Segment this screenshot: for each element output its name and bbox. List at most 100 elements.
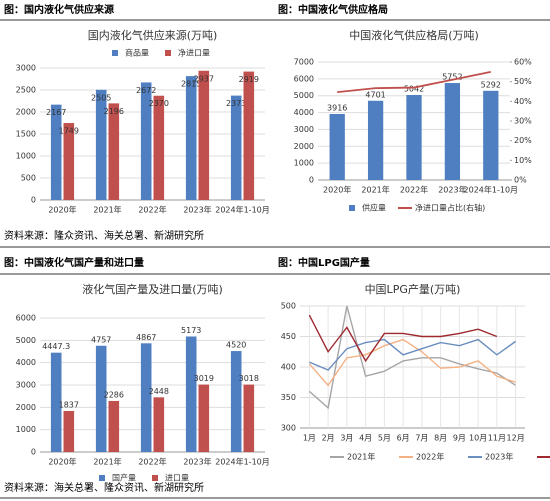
y-tick-label: 4000 — [16, 358, 36, 367]
y-tick-label: 6000 — [294, 74, 314, 83]
x-tick-label: 6月 — [397, 434, 410, 443]
bar — [140, 343, 152, 452]
legend-swatch — [165, 50, 171, 56]
caption: 图：中国液化气供应格局 — [278, 3, 388, 16]
value-label: 2505 — [91, 93, 111, 102]
x-tick-label: 2020年 — [48, 457, 76, 467]
value-label: 2167 — [46, 108, 66, 117]
legend-swatch — [112, 50, 118, 56]
x-tick-label: 2022年 — [138, 205, 166, 215]
y2-tick-label: 20% — [514, 136, 532, 145]
source: 资料来源：海关总署、隆众资讯、新湖研究所 — [4, 481, 204, 494]
y-tick-label: 1000 — [16, 152, 36, 161]
legend-swatch — [152, 475, 158, 481]
bar — [95, 345, 107, 452]
x-tick-label: 2月 — [322, 434, 335, 443]
y2-tick-label: 10% — [514, 156, 532, 165]
y2-tick-label: 0% — [514, 176, 527, 185]
value-label: 4520 — [226, 341, 246, 350]
y-tick-label: 500 — [281, 302, 296, 311]
chart-title: 国内液化气供应来源(万吨) — [88, 28, 218, 42]
x-tick-label: 2021年 — [93, 205, 121, 215]
x-tick-label: 9月 — [453, 434, 466, 443]
chart-title: 中国LPG产量(万吨) — [365, 282, 461, 296]
y-tick-label: 1500 — [16, 130, 36, 139]
legend-label: 商品量 — [125, 48, 149, 58]
value-label: 4447.3 — [42, 342, 70, 351]
value-label: 4867 — [136, 333, 156, 342]
bar — [243, 384, 255, 452]
value-label: 2815 — [181, 80, 201, 89]
bar — [367, 100, 384, 180]
line — [308, 338, 516, 387]
x-tick-label: 4月 — [359, 434, 372, 443]
chart-title: 中国液化气供应格局(万吨) — [349, 28, 479, 42]
caption: 图：中国液化气国产量和进口量 — [4, 256, 144, 269]
bar — [63, 123, 75, 200]
legend-label: 2022年 — [416, 452, 444, 462]
x-tick-label: 2022年 — [138, 457, 166, 467]
bar — [50, 352, 62, 452]
y-tick-label: 5000 — [16, 336, 36, 345]
x-tick-label: 2021年 — [361, 185, 389, 195]
x-tick-label: 2021年 — [93, 457, 121, 467]
x-tick-label: 2023年 — [438, 185, 466, 195]
x-tick-label: 12月 — [507, 434, 525, 443]
legend-label: 国产量 — [112, 473, 136, 483]
bar — [230, 95, 242, 200]
x-tick-label: 2022年 — [400, 185, 428, 195]
y-tick-label: 7000 — [294, 58, 314, 67]
x-tick-label: 1月 — [303, 434, 316, 443]
bar — [50, 104, 62, 200]
bar — [329, 113, 345, 180]
x-tick-label: 2024年1-10月 — [215, 205, 270, 215]
x-tick-label: 2020年 — [48, 205, 76, 215]
y2-tick-label: 50% — [514, 77, 532, 86]
value-label: 2370 — [149, 99, 169, 108]
x-tick-label: 10月 — [469, 434, 487, 443]
x-tick-label: 2023年 — [183, 205, 211, 215]
y-tick-label: 450 — [281, 332, 296, 341]
legend-label: 2023年 — [485, 452, 513, 462]
source: 资料来源：隆众资讯、海关总署、新湖研究所 — [4, 229, 204, 242]
y-tick-label: 2000 — [16, 403, 36, 412]
y-tick-label: 3000 — [16, 64, 36, 73]
value-label: 5752 — [442, 73, 462, 82]
bar — [243, 71, 255, 201]
y-tick-label: 3000 — [294, 125, 314, 134]
x-tick-label: 7月 — [415, 434, 428, 443]
bar — [483, 90, 499, 180]
y-tick-label: 350 — [281, 393, 296, 402]
bar — [108, 400, 120, 452]
x-tick-label: 8月 — [434, 434, 447, 443]
x-tick-label: 2023年 — [183, 457, 211, 467]
y2-tick-label: 40% — [514, 97, 532, 106]
x-tick-label: 5月 — [378, 434, 391, 443]
y-tick-label: 0 — [31, 196, 36, 205]
legend-swatch — [99, 475, 105, 481]
x-tick-label: 11月 — [488, 434, 506, 443]
bar — [185, 76, 197, 200]
value-label: 5042 — [404, 85, 424, 94]
bar — [153, 95, 165, 200]
y-tick-label: 2000 — [294, 142, 314, 151]
y-tick-label: 6000 — [16, 314, 36, 323]
y-tick-label: 4000 — [294, 108, 314, 117]
bar — [108, 103, 120, 200]
legend-swatch — [349, 205, 355, 211]
bar — [153, 397, 165, 452]
value-label: 3019 — [194, 374, 214, 383]
value-label: 3916 — [327, 103, 347, 112]
line — [308, 314, 498, 363]
y-tick-label: 3000 — [16, 381, 36, 390]
line — [309, 338, 517, 371]
y-tick-label: 300 — [281, 424, 296, 433]
x-tick-label: 2020年 — [323, 185, 351, 195]
bar — [95, 89, 107, 200]
y-tick-label: 0 — [309, 176, 314, 185]
bar — [140, 82, 152, 200]
line — [308, 305, 517, 410]
y-tick-label: 2000 — [16, 108, 36, 117]
y2-tick-label: 30% — [514, 117, 532, 126]
